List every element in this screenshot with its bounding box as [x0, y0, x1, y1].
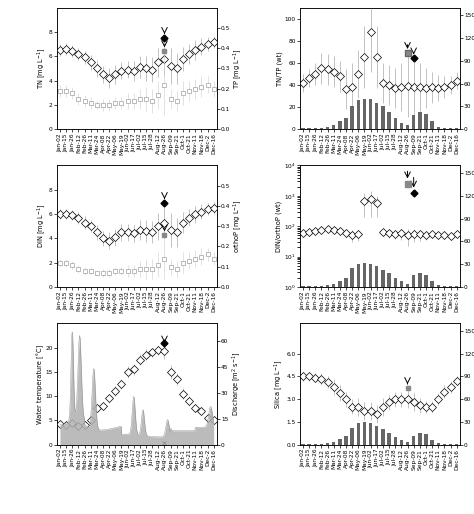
Bar: [344, 435, 348, 445]
Bar: [406, 284, 409, 287]
Bar: [301, 444, 305, 445]
Bar: [363, 263, 366, 287]
Bar: [326, 443, 329, 445]
Bar: [375, 426, 378, 445]
Bar: [301, 128, 305, 129]
Bar: [301, 286, 305, 287]
Bar: [369, 264, 372, 287]
Bar: [375, 266, 378, 287]
Bar: [437, 127, 440, 129]
Bar: [393, 118, 397, 129]
Bar: [350, 268, 354, 287]
Bar: [418, 113, 421, 129]
Bar: [320, 128, 323, 129]
Bar: [363, 422, 366, 445]
Y-axis label: DIN/orthoP (wt): DIN/orthoP (wt): [276, 200, 283, 252]
Bar: [455, 128, 458, 129]
Bar: [387, 433, 391, 445]
Bar: [308, 128, 311, 129]
Bar: [356, 100, 360, 129]
Bar: [320, 286, 323, 287]
Bar: [381, 106, 384, 129]
Bar: [393, 437, 397, 445]
Y-axis label: orthoP [mg L$^{-1}$]: orthoP [mg L$^{-1}$]: [232, 199, 245, 253]
Bar: [443, 128, 446, 129]
Bar: [356, 424, 360, 445]
Y-axis label: Discharge [m$^2$ s$^{-1}$]: Discharge [m$^2$ s$^{-1}$]: [230, 352, 243, 416]
Bar: [326, 285, 329, 287]
Bar: [455, 444, 458, 445]
Bar: [400, 123, 403, 129]
Bar: [424, 434, 428, 445]
Bar: [406, 125, 409, 129]
Bar: [418, 433, 421, 445]
Bar: [369, 424, 372, 445]
Bar: [449, 128, 452, 129]
Bar: [387, 273, 391, 287]
Bar: [363, 99, 366, 129]
Bar: [430, 440, 434, 445]
Y-axis label: TN/TP (wt): TN/TP (wt): [277, 51, 283, 86]
Bar: [375, 102, 378, 129]
Bar: [400, 440, 403, 445]
Bar: [326, 127, 329, 129]
Bar: [412, 435, 415, 445]
Bar: [344, 278, 348, 287]
Bar: [332, 124, 336, 129]
Bar: [350, 106, 354, 129]
Bar: [424, 114, 428, 129]
Y-axis label: TP [mg L$^{-1}$]: TP [mg L$^{-1}$]: [232, 48, 245, 88]
Bar: [449, 286, 452, 287]
Bar: [412, 276, 415, 287]
Bar: [418, 273, 421, 287]
Y-axis label: Silica [mg L$^{-1}$]: Silica [mg L$^{-1}$]: [272, 359, 285, 409]
Bar: [381, 270, 384, 287]
Bar: [387, 113, 391, 129]
Bar: [369, 99, 372, 129]
Bar: [332, 442, 336, 445]
Bar: [449, 444, 452, 445]
Bar: [338, 121, 342, 129]
Y-axis label: TN [mg L$^{-1}$]: TN [mg L$^{-1}$]: [35, 48, 47, 89]
Bar: [320, 444, 323, 445]
Y-axis label: Water temperature [°C]: Water temperature [°C]: [36, 344, 44, 424]
Bar: [344, 118, 348, 129]
Bar: [356, 264, 360, 287]
Bar: [308, 444, 311, 445]
Bar: [393, 278, 397, 287]
Bar: [412, 116, 415, 129]
Bar: [437, 285, 440, 287]
Bar: [443, 286, 446, 287]
Bar: [406, 442, 409, 445]
Bar: [400, 281, 403, 287]
Bar: [424, 274, 428, 287]
Bar: [308, 286, 311, 287]
Bar: [314, 286, 317, 287]
Bar: [338, 281, 342, 287]
Bar: [430, 121, 434, 129]
Bar: [314, 128, 317, 129]
Bar: [314, 444, 317, 445]
Bar: [455, 286, 458, 287]
Bar: [332, 284, 336, 287]
Bar: [350, 428, 354, 445]
Y-axis label: DIN [mg L$^{-1}$]: DIN [mg L$^{-1}$]: [35, 204, 47, 248]
Bar: [430, 281, 434, 287]
Bar: [443, 444, 446, 445]
Bar: [437, 443, 440, 445]
Bar: [338, 438, 342, 445]
Bar: [381, 429, 384, 445]
